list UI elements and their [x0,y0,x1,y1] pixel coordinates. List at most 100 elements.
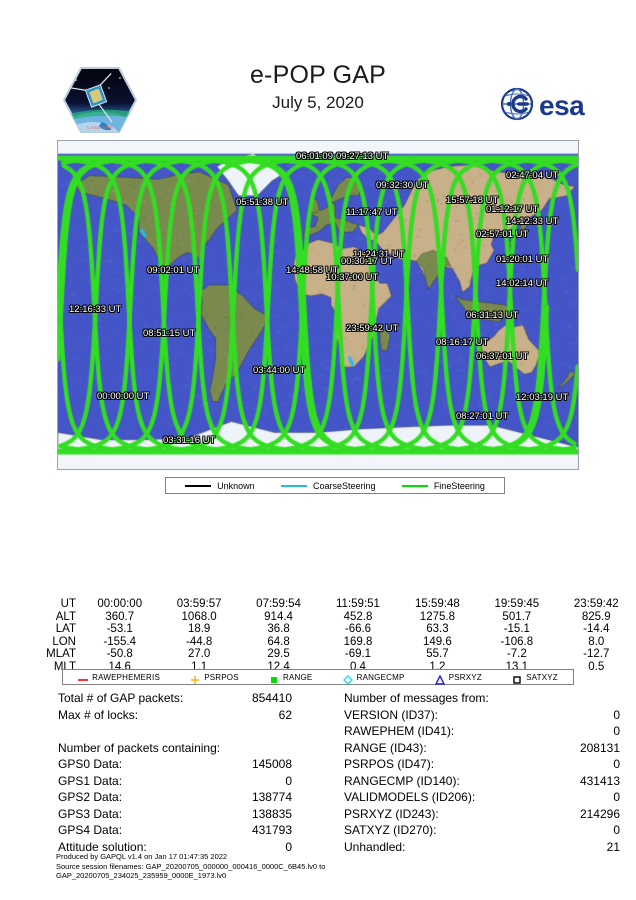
ephemeris-cell: -12.7 [557,648,636,661]
packet-stat-row-label: GPS0 Data: [58,757,252,771]
message-stat-row-value: 208131 [580,741,620,755]
ephemeris-cell: -155.4 [80,636,159,649]
packet-stat-row: GPS4 Data: 431793 [58,823,338,840]
dash-symbol-icon [78,672,88,682]
message-statistics-column: Number of messages from: VERSION (ID37):… [338,691,636,856]
ephemeris-cell: 07:59:54 [239,598,318,611]
message-stat-row: RAWEPHEM (ID41): 0 [344,724,636,741]
stats-spacer [58,724,338,741]
packet-stat-row-value: 431793 [252,823,292,837]
ephemeris-cell: -106.8 [477,636,556,649]
message-stat-row: PSRPOS (ID47): 0 [344,757,636,774]
packet-stat-row-value: 138835 [252,807,292,821]
packet-stat-row-label: GPS1 Data: [58,774,285,788]
message-legend-label: RANGECMP [357,673,405,682]
message-stat-row-value: 214296 [580,807,620,821]
message-stat-row-value: 0 [613,823,620,837]
message-stat-row-value: 431413 [580,774,620,788]
ephemeris-table: UT 00:00:00 03:59:57 07:59:54 11:59:51 15:59:… [40,598,636,674]
ephemeris-cell: 63.3 [398,623,477,636]
diamond-symbol-icon [343,672,353,682]
message-type-legend: RAWEPHEMERIS PSRPOS RANGE RANGECMP PSRXYZ SAT… [62,669,574,685]
legend-line-swatch [402,485,428,487]
packet-stat-row: GPS3 Data: 138835 [58,807,338,824]
message-legend-entry: PSRXYZ [435,672,482,682]
message-legend-entry: PSRPOS [190,672,239,682]
message-stat-row: VERSION (ID37): 0 [344,708,636,725]
ephemeris-row-label: MLAT [40,648,80,661]
packet-statistics-column: Total # of GAP packets: 854410 Max # of … [40,691,338,856]
map-legend-entry: CoarseSteering [281,481,376,491]
message-stat-row-label: Unhandled: [344,840,607,854]
max-locks-value: 62 [279,708,292,722]
ephemeris-cell: -66.6 [318,623,397,636]
legend-label: FineSteering [434,481,485,491]
total-packets-value: 854410 [252,691,292,705]
message-stat-row-label: SATXYZ (ID270): [344,823,613,837]
esa-agency-logo: esa [499,84,611,124]
ephemeris-cell: 19:59:45 [477,598,556,611]
message-legend-entry: RAWEPHEMERIS [78,672,160,682]
ground-track-map[interactable]: 06:01:09 09:27:13 UT 02:47:04 UT 05:51:38 U… [57,140,579,470]
packet-stat-row-label: GPS2 Data: [58,790,252,804]
ephemeris-row: LON -155.4 -44.8 64.8 169.8 149.6 -106.8 8.0 [40,636,636,649]
packet-stat-row-value: 145008 [252,757,292,771]
plus-symbol-icon [190,672,200,682]
message-legend-label: PSRPOS [204,673,239,682]
ephemeris-cell: 914.4 [239,611,318,624]
ephemeris-cell: -7.2 [477,648,556,661]
esa-wordmark: esa [539,90,585,121]
ephemeris-cell: -14.4 [557,623,636,636]
report-page: CASSIOPE e-POP GAP July 5, 2020 esa 06:0… [0,0,636,900]
message-stat-row-label: RANGECMP (ID140): [344,774,580,788]
max-locks-label: Max # of locks: [58,708,279,722]
ephemeris-cell: 15:59:48 [398,598,477,611]
ephemeris-cell: 55.7 [398,648,477,661]
ephemeris-cell: -53.1 [80,623,159,636]
message-stat-row: SATXYZ (ID270): 0 [344,823,636,840]
ephemeris-cell: -50.8 [80,648,159,661]
mission-logo-wordmark: CASSIOPE [87,125,113,130]
message-stat-row-value: 0 [613,757,620,771]
ephemeris-row-label: UT [40,598,80,611]
map-legend: Unknown CoarseSteering FineSteering [165,477,505,494]
report-footer: Produced by GAPQL v1.4 on Jan 17 01:47:3… [56,852,325,881]
message-legend-entry: SATXYZ [512,672,558,682]
packet-stat-row-label: GPS4 Data: [58,823,252,837]
open-square-symbol-icon [512,672,522,682]
message-stat-row-label: RANGE (ID43): [344,741,580,755]
legend-line-swatch [185,485,211,487]
message-stat-row-value: 0 [613,724,620,738]
ephemeris-row: MLAT -50.8 27.0 29.5 -69.1 55.7 -7.2 -12.7 [40,648,636,661]
map-legend-entry: Unknown [185,481,255,491]
statistics-section: Total # of GAP packets: 854410 Max # of … [40,691,636,856]
ephemeris-cell: -44.8 [159,636,238,649]
report-header: CASSIOPE e-POP GAP July 5, 2020 esa [0,0,636,138]
total-packets-label: Total # of GAP packets: [58,691,252,705]
ephemeris-cell: -15.1 [477,623,556,636]
packet-stat-row: GPS0 Data: 145008 [58,757,338,774]
message-stat-row: VALIDMODELS (ID206): 0 [344,790,636,807]
packets-containing-header: Number of packets containing: [58,741,338,758]
message-stat-row: RANGECMP (ID140): 431413 [344,774,636,791]
ephemeris-row-label: LAT [40,623,80,636]
ephemeris-cell: 03:59:57 [159,598,238,611]
message-legend-entry: RANGECMP [343,672,405,682]
messages-from-header: Number of messages from: [344,691,636,708]
message-stat-row-value: 0 [613,708,620,722]
message-stat-row-label: PSRXYZ (ID243): [344,807,580,821]
message-stat-row-label: RAWEPHEM (ID41): [344,724,613,738]
ephemeris-cell: 18.9 [159,623,238,636]
packet-stat-row: GPS2 Data: 138774 [58,790,338,807]
message-legend-label: RANGE [283,673,312,682]
map-canvas [58,141,578,469]
ephemeris-cell: 149.6 [398,636,477,649]
message-stat-row-label: VERSION (ID37): [344,708,613,722]
message-stat-row-value: 0 [613,790,620,804]
message-legend-label: SATXYZ [526,673,558,682]
legend-line-swatch [281,485,307,487]
ephemeris-cell: 1068.0 [159,611,238,624]
ephemeris-cell: -69.1 [318,648,397,661]
message-legend-label: RAWEPHEMERIS [92,673,160,682]
ephemeris-row-label: LON [40,636,80,649]
